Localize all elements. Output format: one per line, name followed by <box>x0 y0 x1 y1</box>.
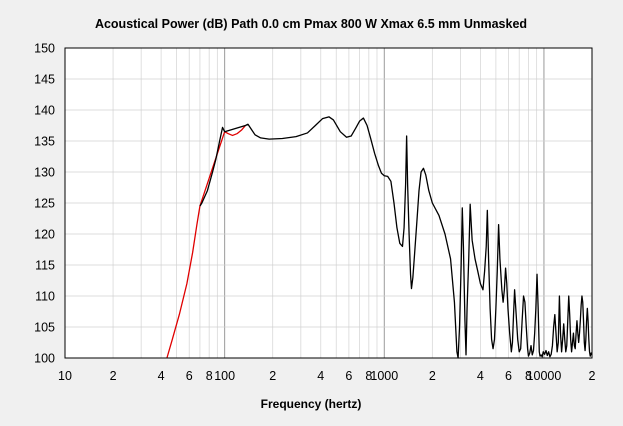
x-tick-label: 6 <box>345 369 352 383</box>
series-line-2 <box>199 116 593 359</box>
y-tick-labels: 100 105 110 115 120 125 130 135 140 145 150 <box>34 42 55 366</box>
y-tick-label: 105 <box>34 321 55 335</box>
y-tick-label: 140 <box>34 104 55 118</box>
x-tick-label: 10 <box>58 369 72 383</box>
x-tick-label: 100 <box>214 369 235 383</box>
y-tick-label: 120 <box>34 228 55 242</box>
x-tick-label: 10000 <box>527 369 562 383</box>
data-series <box>166 116 593 359</box>
x-tick-label: 4 <box>317 369 324 383</box>
x-tick-label: 8 <box>525 369 532 383</box>
y-tick-label: 125 <box>34 197 55 211</box>
chart-title: Acoustical Power (dB) Path 0.0 cm Pmax 8… <box>95 17 527 31</box>
x-tick-label: 2 <box>429 369 436 383</box>
x-tick-label: 6 <box>186 369 193 383</box>
y-tick-label: 135 <box>34 135 55 149</box>
y-tick-label: 150 <box>34 42 55 56</box>
y-tick-label: 145 <box>34 73 55 87</box>
y-tick-label: 110 <box>35 290 55 304</box>
x-tick-label: 2 <box>110 369 117 383</box>
x-tick-label: 4 <box>477 369 484 383</box>
x-axis-label: Frequency (hertz) <box>261 397 362 411</box>
y-tick-label: 100 <box>34 352 55 366</box>
y-tick-label: 115 <box>35 259 55 273</box>
x-tick-label: 2 <box>589 369 596 383</box>
plot-frame <box>64 47 593 359</box>
y-tick-label: 130 <box>34 166 55 180</box>
x-tick-label: 8 <box>206 369 213 383</box>
x-tick-label: 4 <box>158 369 165 383</box>
x-tick-label: 8 <box>365 369 372 383</box>
x-tick-label: 1000 <box>370 369 398 383</box>
x-tick-label: 6 <box>505 369 512 383</box>
x-tick-label: 2 <box>269 369 276 383</box>
